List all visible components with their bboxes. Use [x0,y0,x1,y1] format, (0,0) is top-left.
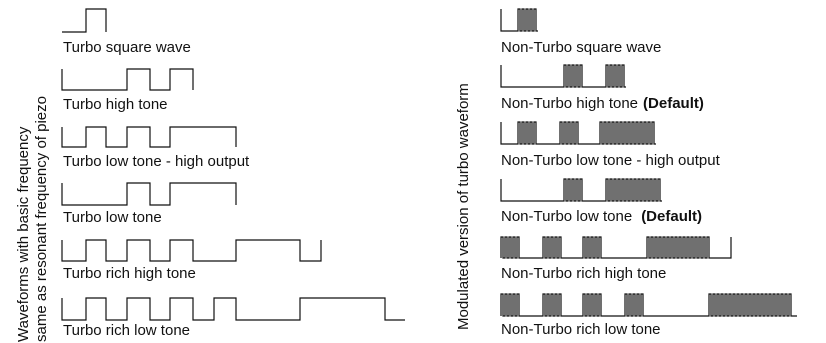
wave-turbo-rich-low-tone [61,297,405,321]
wave-turbo-low-tone [61,182,237,206]
default-badge: (Default) [643,95,704,112]
right-label-4: Non-Turbo low tone (Default) [501,208,702,225]
left-side-title-line1: Waveforms with basic frequency [15,126,32,342]
wave-nonturbo-rich-low-tone [500,293,797,317]
right-label-3: Non-Turbo low tone - high output [501,152,721,169]
left-label-3: Turbo low tone - high output [63,153,250,170]
right-label-5: Non-Turbo rich high tone [501,265,666,282]
right-label-6: Non-Turbo rich low tone [501,321,661,338]
right-label-1: Non-Turbo square wave [501,39,661,56]
wave-turbo-rich-high-tone [61,239,322,262]
right-label-2: Non-Turbo high tone (Default) [501,95,704,112]
wave-nonturbo-low-tone [500,178,662,202]
left-label-6: Turbo rich low tone [63,322,190,339]
left-label-2: Turbo high tone [63,96,168,113]
wave-nonturbo-high-tone [500,64,626,88]
wave-turbo-low-tone-high-output [61,126,237,148]
wave-turbo-square [62,8,107,33]
wave-nonturbo-rich-high-tone [500,236,732,259]
left-label-1: Turbo square wave [63,39,191,56]
default-badge: (Default) [641,208,702,225]
left-label-5: Turbo rich high tone [63,265,196,282]
left-label-4: Turbo low tone [63,209,162,226]
left-side-title-line2: same as resonant frequency of piezo [33,96,50,342]
right-side-title: Modulated version of turbo waveform [455,83,472,330]
wave-turbo-high-tone [61,68,194,91]
wave-nonturbo-square [500,8,538,32]
wave-nonturbo-low-tone-high-output [500,121,656,145]
